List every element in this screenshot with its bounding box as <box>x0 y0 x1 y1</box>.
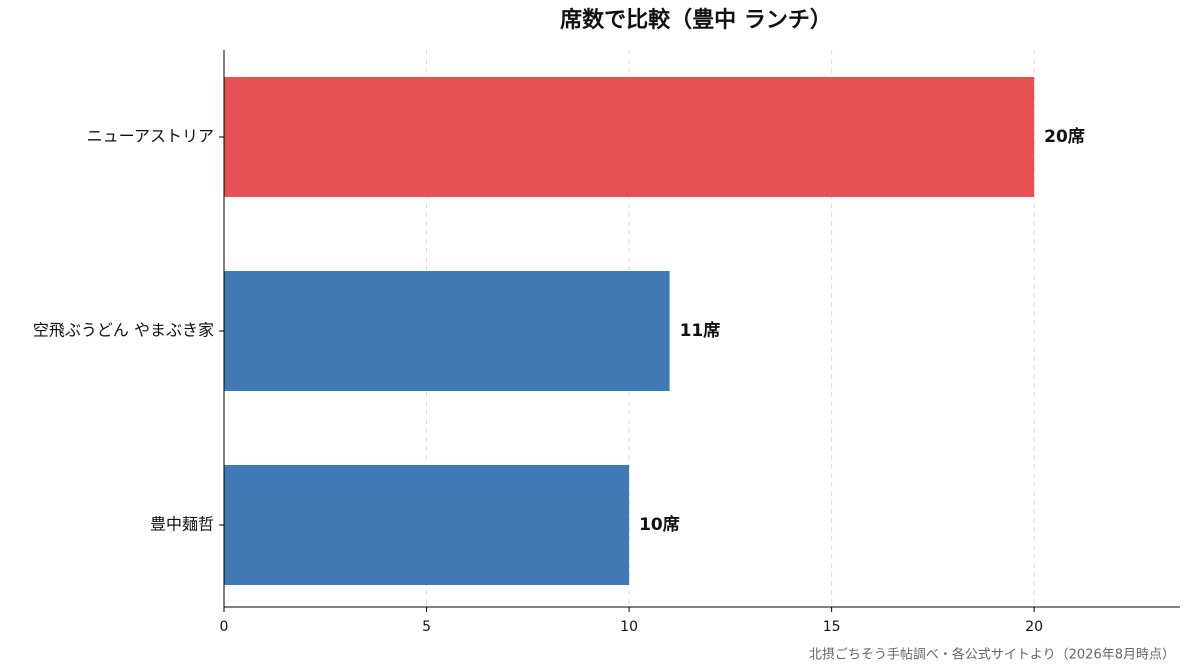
footnote: 北摂ごちそう手帖調べ・各公式サイトより（2026年8月時点） <box>809 647 1175 663</box>
y-tick-label: ニューアストリア <box>87 127 214 146</box>
value-label: 20席 <box>1044 126 1085 147</box>
bar <box>224 77 1035 197</box>
value-label: 11席 <box>680 320 721 341</box>
y-tick-label: 豊中麺哲 <box>150 515 214 534</box>
x-tick-label: 15 <box>823 619 841 635</box>
x-tick-label: 20 <box>1025 619 1043 635</box>
y-tick-label: 空飛ぶうどん やまぶき家 <box>33 321 214 340</box>
x-tick-label: 10 <box>620 619 638 635</box>
x-tick-label: 0 <box>220 619 229 635</box>
bar <box>224 271 670 391</box>
x-tick-label: 5 <box>422 619 431 635</box>
bar <box>224 465 630 585</box>
value-label: 10席 <box>639 514 680 535</box>
chart-title: 席数で比較（豊中 ランチ） <box>560 7 832 33</box>
